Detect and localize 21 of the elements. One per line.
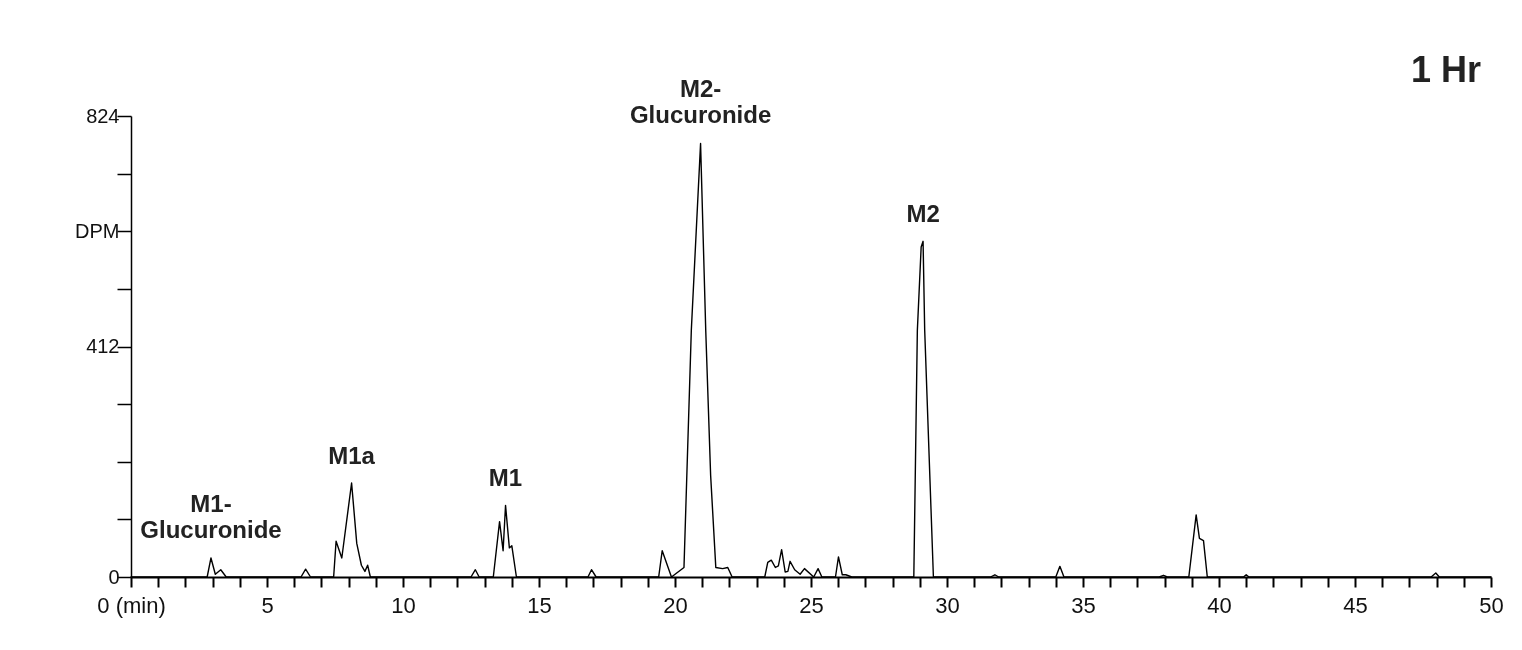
x-tick-label: 5: [261, 592, 274, 618]
annotation: M2: [906, 200, 940, 228]
y-tick-label: 0: [108, 565, 120, 588]
y-tick-label: DPM: [75, 219, 120, 242]
y-tick-label: 824: [86, 104, 120, 127]
annotation: M2- Glucuronide: [629, 75, 772, 129]
annotation: M1: [488, 464, 523, 492]
x-tick-label: 25: [799, 592, 824, 618]
x-tick-label: 40: [1207, 592, 1232, 618]
annotation: M1- Glucuronide: [140, 489, 282, 543]
x-tick-label: 50: [1479, 592, 1504, 618]
x-tick-label: 30: [935, 592, 960, 618]
x-tick-label: 15: [527, 592, 552, 618]
x-tick-label: 35: [1071, 592, 1096, 618]
x-tick-label: 20: [663, 592, 688, 618]
x-tick-label: 10: [391, 592, 416, 618]
y-tick-label: 412: [86, 335, 120, 357]
annotation: M1a: [328, 442, 376, 470]
x-tick-label: 0 (min): [97, 592, 166, 618]
text: 1 Hr: [1410, 49, 1481, 90]
x-tick-label: 45: [1343, 592, 1368, 618]
